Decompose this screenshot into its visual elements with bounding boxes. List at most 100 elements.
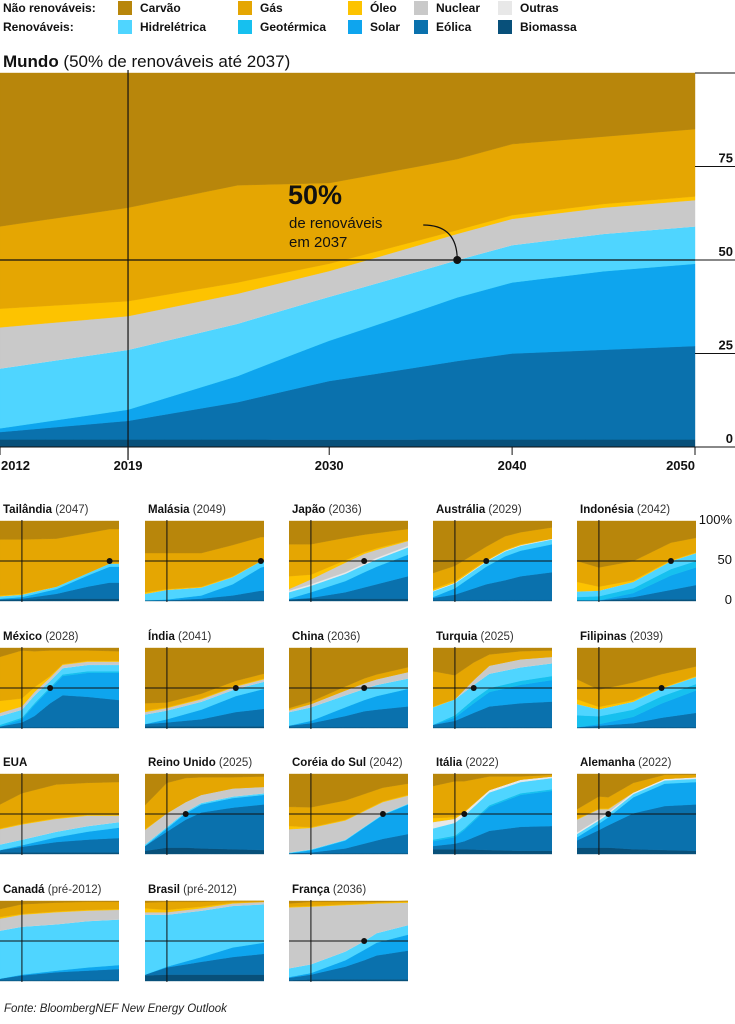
world-x-tick-label: 2030 bbox=[315, 458, 344, 473]
country-title-mexico: México (2028) bbox=[3, 631, 78, 643]
legend-swatch-solar bbox=[348, 20, 362, 34]
world-x-tick-label: 2019 bbox=[114, 458, 143, 473]
country-name: Alemanha bbox=[580, 757, 635, 769]
japao-area-carvao bbox=[289, 520, 408, 545]
country-title-franca: França (2036) bbox=[292, 884, 366, 896]
country-marker-dot bbox=[232, 685, 239, 691]
country-target-year: (2025) bbox=[215, 757, 253, 769]
country-target-year: (2025) bbox=[477, 631, 514, 643]
legend-label-bio: Biomassa bbox=[520, 20, 577, 34]
eua-area-bio bbox=[0, 852, 119, 855]
country-name: China bbox=[292, 631, 324, 643]
eua-area-carvao bbox=[0, 773, 119, 805]
country-name: Brasil bbox=[148, 884, 180, 896]
country-name: Tailândia bbox=[3, 504, 52, 516]
country-marker-dot bbox=[47, 685, 54, 691]
country-chart-tailandia bbox=[0, 520, 119, 602]
country-chart-areas bbox=[433, 647, 552, 729]
country-marker-dot bbox=[361, 938, 368, 944]
country-target-year: (2042) bbox=[366, 757, 403, 769]
country-name: França bbox=[292, 884, 330, 896]
australia-area-carvao bbox=[433, 520, 552, 574]
country-chart-areas bbox=[577, 647, 696, 729]
country-target-year: (2042) bbox=[633, 504, 671, 516]
country-marker-dot bbox=[106, 558, 113, 564]
country-target-year: (2047) bbox=[52, 504, 89, 516]
country-name: Malásia bbox=[148, 504, 190, 516]
country-chart-coreia-do-sul bbox=[289, 773, 408, 855]
small-y-tick-label: 50 bbox=[717, 552, 732, 567]
country-chart-areas bbox=[0, 900, 119, 982]
country-target-year: (2036) bbox=[325, 504, 362, 516]
small-y-tick-label: 100% bbox=[698, 512, 732, 527]
legend-label-gas: Gás bbox=[260, 1, 283, 15]
country-title-tailandia: Tailândia (2047) bbox=[3, 504, 88, 516]
legend-label-eolica: Eólica bbox=[436, 20, 472, 34]
filipinas-area-carvao bbox=[577, 647, 696, 690]
country-name: Austrália bbox=[436, 504, 486, 516]
country-title-brasil: Brasil (pré-2012) bbox=[148, 884, 237, 896]
country-title-malasia: Malásia (2049) bbox=[148, 504, 226, 516]
country-chart-areas bbox=[289, 773, 408, 855]
legend-swatch-hidro bbox=[118, 20, 132, 34]
country-marker-dot bbox=[361, 558, 368, 564]
country-target-year: (2029) bbox=[485, 504, 522, 516]
world-y-tick-label: 50 bbox=[719, 244, 733, 259]
country-chart-australia bbox=[433, 520, 552, 602]
japao-area-bio bbox=[289, 598, 408, 602]
country-chart-areas bbox=[289, 647, 408, 729]
country-marker-dot bbox=[461, 811, 468, 817]
main-chart-title: Mundo (50% de renováveis até 2037) bbox=[3, 52, 290, 72]
legend-swatch-eolica bbox=[414, 20, 428, 34]
country-chart-areas bbox=[145, 520, 264, 602]
canada-area-carvao bbox=[0, 900, 119, 910]
tailandia-area-carvao bbox=[0, 520, 119, 540]
country-chart-areas bbox=[289, 900, 408, 982]
country-chart-areas bbox=[577, 773, 696, 855]
country-title-turquia: Turquia (2025) bbox=[436, 631, 514, 643]
country-chart-japao bbox=[289, 520, 408, 602]
world-x-tick-label: 2050 bbox=[666, 458, 695, 473]
country-name: Indonésia bbox=[580, 504, 634, 516]
country-title-alemanha: Alemanha (2022) bbox=[580, 757, 671, 769]
country-target-year: (2041) bbox=[174, 631, 212, 643]
legend-label-geo: Geotérmica bbox=[260, 20, 327, 34]
country-chart-brasil bbox=[145, 900, 264, 982]
country-marker-dot bbox=[667, 558, 674, 564]
main-chart-title-rest: (50% de renováveis até 2037) bbox=[58, 52, 291, 71]
country-marker-dot bbox=[379, 811, 386, 817]
country-chart-filipinas bbox=[577, 647, 696, 729]
world-x-tick-label: 2012 bbox=[1, 458, 30, 473]
country-title-italia: Itália (2022) bbox=[436, 757, 499, 769]
legend-swatch-nuclear bbox=[414, 1, 428, 15]
country-marker-dot bbox=[470, 685, 477, 691]
main-chart-title-bold: Mundo bbox=[3, 52, 59, 71]
country-name: Índia bbox=[148, 631, 175, 643]
world-y-tick-label: 0 bbox=[726, 431, 733, 446]
mexico-area-carvao bbox=[0, 647, 119, 658]
world-annotation-line2: em 2037 bbox=[289, 234, 347, 251]
country-chart-areas bbox=[0, 520, 119, 602]
country-target-year: (pré-2012) bbox=[44, 884, 102, 896]
country-marker-dot bbox=[257, 558, 264, 564]
india-area-bio bbox=[145, 726, 264, 729]
country-chart-reino-unido bbox=[145, 773, 264, 855]
turquia-area-carvao bbox=[433, 647, 552, 676]
country-target-year: (2049) bbox=[189, 504, 226, 516]
malasia-area-carvao bbox=[145, 520, 264, 554]
country-chart-china bbox=[289, 647, 408, 729]
country-name: Canadá bbox=[3, 884, 45, 896]
india-area-carvao bbox=[145, 647, 264, 704]
country-chart-alemanha bbox=[577, 773, 696, 855]
legend-row-renewable: Renováveis: Hidrelétrica Geotérmica Solar E… bbox=[0, 19, 735, 37]
country-chart-areas bbox=[0, 773, 119, 855]
china-area-carvao bbox=[289, 647, 408, 709]
world-x-tick-label: 2040 bbox=[498, 458, 527, 473]
country-chart-malasia bbox=[145, 520, 264, 602]
legend-row-nonrenewable: Não renováveis: Carvão Gás Óleo Nuclear Outr… bbox=[0, 0, 735, 18]
country-title-coreia-do-sul: Coréia do Sul (2042) bbox=[292, 757, 403, 769]
brasil-area-carvao bbox=[145, 900, 264, 903]
world-annotation-leader bbox=[423, 224, 458, 261]
country-chart-areas bbox=[433, 520, 552, 602]
country-chart-areas bbox=[145, 900, 264, 982]
